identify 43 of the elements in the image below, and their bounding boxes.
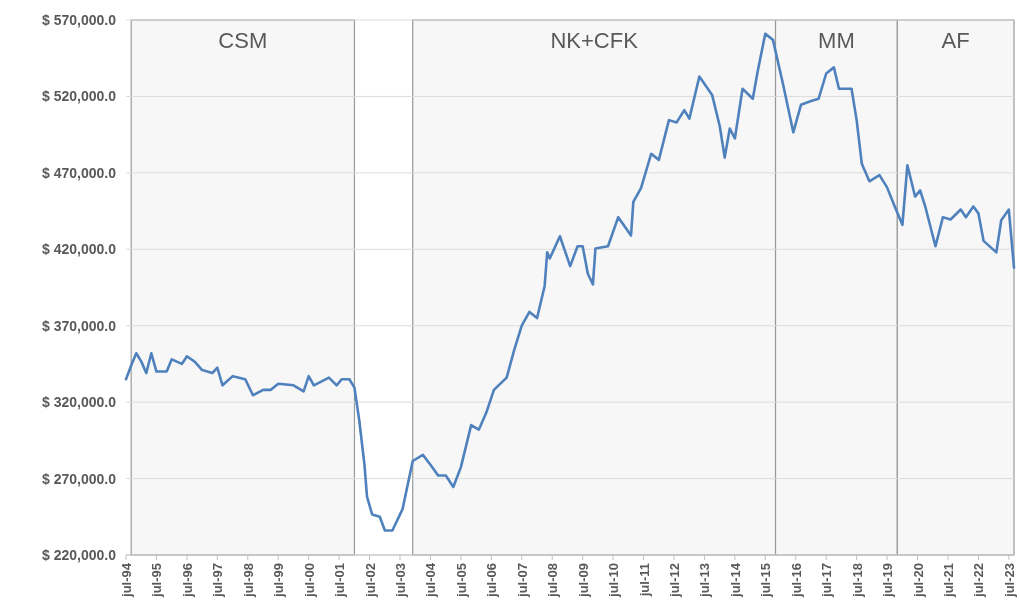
- x-tick-label: jul-10: [606, 563, 622, 598]
- y-tick-label: $ 570,000.0: [42, 12, 117, 28]
- band-label: AF: [941, 28, 970, 53]
- x-tick-label: jul-94: [119, 562, 134, 598]
- x-tick-label: jul-09: [575, 563, 591, 598]
- band-label: CSM: [218, 28, 268, 53]
- x-tick-label: jul-19: [880, 563, 896, 598]
- y-tick-label: $ 520,000.0: [42, 88, 117, 105]
- y-tick-label: $ 320,000.0: [42, 394, 117, 411]
- x-tick-label: jul-05: [453, 563, 469, 598]
- x-tick-label: jul-07: [514, 563, 530, 598]
- x-tick-label: jul-21: [940, 563, 956, 598]
- x-tick-label: jul-97: [210, 563, 226, 598]
- x-tick-label: jul-15: [758, 563, 774, 598]
- x-tick-label: jul-22: [971, 563, 987, 598]
- x-tick-label: jul-01: [332, 563, 348, 598]
- y-tick-label: $ 470,000.0: [42, 164, 117, 181]
- x-tick-label: jul-02: [362, 563, 378, 598]
- x-tick-label: jul-12: [667, 563, 683, 598]
- y-tick-label: $ 370,000.0: [42, 317, 117, 334]
- x-tick-label: jul-95: [149, 563, 165, 598]
- x-tick-label: jul-18: [849, 563, 865, 598]
- x-tick-label: jul-13: [697, 563, 713, 598]
- x-tick-label: jul-99: [271, 563, 287, 598]
- y-tick-label: $ 420,000.0: [42, 241, 117, 258]
- x-tick-label: jul-20: [910, 563, 926, 598]
- x-tick-label: jul-17: [819, 563, 835, 598]
- x-tick-label: jul-00: [301, 563, 317, 598]
- x-tick-label: jul-14: [727, 562, 743, 598]
- line-series: [124, 32, 1016, 532]
- x-tick-label: jul-08: [545, 563, 561, 598]
- x-tick-label: jul-96: [179, 563, 195, 598]
- x-tick-label: jul-16: [788, 563, 804, 598]
- x-tick-label: jul-06: [484, 563, 500, 598]
- y-tick-label: $ 220,000.0: [42, 547, 117, 563]
- band-label: NK+CFK: [550, 28, 639, 53]
- x-tick-label: jul-11: [636, 563, 652, 598]
- x-tick-label: jul-03: [392, 563, 408, 598]
- y-tick-label: $ 270,000.0: [42, 470, 117, 487]
- x-tick-label: jul-98: [240, 563, 256, 598]
- band-label: MM: [818, 28, 855, 53]
- x-tick-label: jul-04: [423, 562, 439, 598]
- x-tick-label: jul-23: [1001, 563, 1017, 598]
